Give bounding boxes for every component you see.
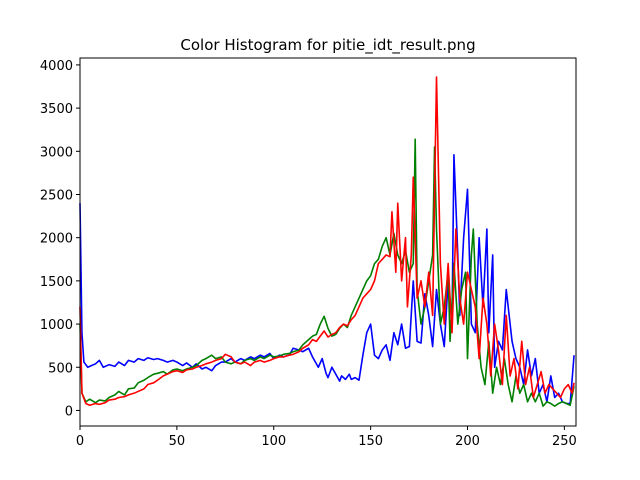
y-tick-label: 1000 xyxy=(40,318,73,333)
y-tick-label: 3500 xyxy=(40,102,73,117)
x-tick-label: 200 xyxy=(455,434,480,449)
green-channel-line xyxy=(79,138,575,407)
y-tick-label: 3000 xyxy=(40,145,73,160)
x-tick-label: 0 xyxy=(76,434,84,449)
chart-title: Color Histogram for pitie_idt_result.png xyxy=(180,36,475,55)
y-tick-label: 1500 xyxy=(40,275,73,290)
plot-area-frame xyxy=(79,57,577,427)
y-axis-ticks: 0 500 1000 1500 2000 2500 3000 3500 4000 xyxy=(40,59,80,419)
red-channel-line xyxy=(79,76,575,407)
plot-lines xyxy=(79,76,575,407)
x-tick-label: 100 xyxy=(261,434,286,449)
x-tick-label: 250 xyxy=(552,434,577,449)
y-tick-label: 500 xyxy=(48,361,73,376)
x-tick-label: 150 xyxy=(358,434,383,449)
x-tick-label: 50 xyxy=(169,434,186,449)
y-tick-label: 4000 xyxy=(40,59,73,74)
x-axis-ticks: 0 50 100 150 200 250 xyxy=(76,426,577,449)
y-tick-label: 2500 xyxy=(40,188,73,203)
y-tick-label: 0 xyxy=(65,404,73,419)
y-tick-label: 2000 xyxy=(40,232,73,247)
